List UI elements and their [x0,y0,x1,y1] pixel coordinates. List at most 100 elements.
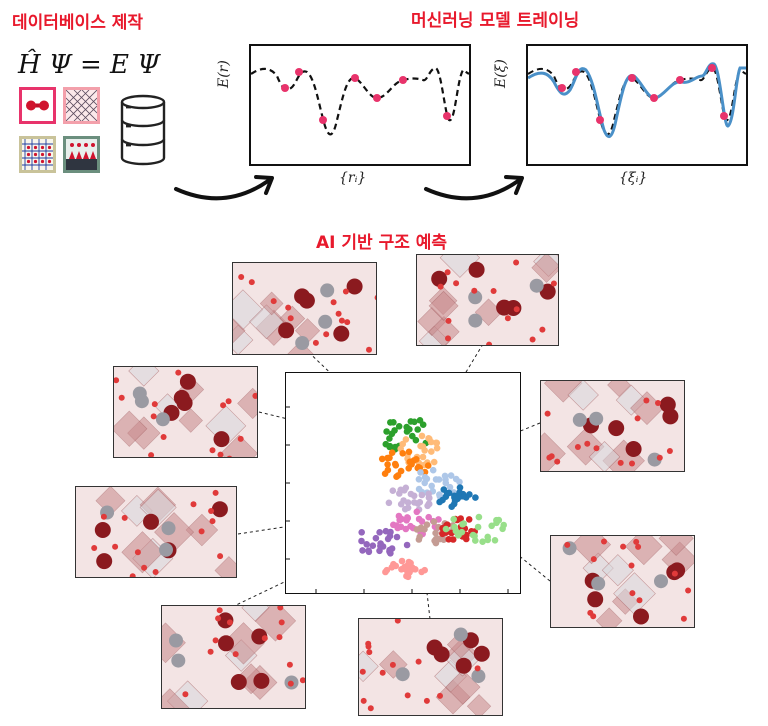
atom-oxygen [182,691,189,698]
atom-large [433,646,450,663]
scatter-point-green [386,435,393,442]
scatter-point-purple [358,529,365,536]
atom-large [346,278,363,295]
atom-oxygen [209,518,216,525]
scatter-point-rose [406,569,413,576]
atom-oxygen [635,543,642,550]
scatter-point-pink [403,517,410,524]
scatter-point-rose [405,558,413,566]
scatter-point-blue [448,503,455,510]
atom-oxygen [217,553,224,560]
scatter-point-purple [365,547,372,554]
atom-large [468,261,485,278]
atom-gray [654,574,668,589]
atom-oxygen [628,562,635,569]
molecule-thumb [19,87,56,124]
atom-oxygen [404,692,411,699]
scatter-point-brown [432,535,440,543]
atom-oxygen [504,315,511,322]
scatter-point-green [403,428,411,435]
atom-gray [320,283,335,298]
plot-right-xlabel: {ξᵢ} [619,170,648,186]
atom-oxygen [490,288,497,294]
scatter-point-light-blue [421,473,429,481]
scatter-point-green [409,432,416,440]
scatter-point-blue [443,490,451,497]
atom-oxygen [474,665,481,672]
atom-oxygen [91,545,98,551]
atom-oxygen [365,643,372,650]
scatter-point-light-green [474,523,482,531]
scatter-point-orange [381,470,389,477]
atom-large [608,420,625,437]
scatter-point-purple [369,542,377,549]
atom-oxygen [593,445,600,452]
scatter-point-rose [421,566,428,574]
atom-oxygen [270,298,277,305]
atom-gray [318,314,333,329]
scatter-point-pink [413,508,421,516]
scatter-point-light-purple [411,499,418,506]
atom-gray [155,412,170,427]
atom-large [496,299,513,316]
atom-oxygen [655,400,661,406]
scatter-point-light-purple [426,494,433,502]
atom-oxygen [121,514,128,521]
atom-gray [529,278,544,293]
scatter-point-orange [378,455,386,463]
scatter-point-pink [407,522,414,530]
atom-oxygen [216,607,223,614]
crystal-structure-5 [75,486,237,578]
atom-oxygen [574,444,581,450]
database-icon [118,94,168,170]
atom-oxygen [680,615,687,622]
scatter-point-blue [451,497,459,504]
layered-thumb [63,136,100,173]
atom-oxygen [550,280,557,287]
scatter-point-blue [459,493,467,500]
atom-oxygen [423,697,430,704]
atom-oxygen [366,649,373,656]
atom-oxygen [238,274,245,280]
atom-oxygen [437,692,443,699]
atom-oxygen [544,410,551,417]
crystal-structure-8 [358,618,503,716]
scatter-plot [285,372,521,594]
atom-gray [572,412,587,427]
atom-oxygen [150,413,157,420]
atom-oxygen [190,501,197,508]
atom-oxygen [584,440,591,447]
scatter-point-purple [387,550,394,557]
scatter-point-green [411,418,418,426]
schrodinger-equation: Ĥ Ψ = E Ψ [18,50,161,80]
atom-oxygen [312,339,319,346]
scatter-point-dark-red [449,536,457,543]
scatter-point-light-orange [418,432,426,440]
arrow-to-fit [424,175,524,201]
atom-oxygen [141,564,148,571]
atom-oxygen [344,319,351,326]
scatter-point-light-orange [433,444,441,452]
atom-oxygen [277,606,284,611]
atom-gray [161,521,176,536]
scatter-point-light-green [454,532,462,539]
scatter-point-purple [372,534,380,542]
atom-large [431,270,448,287]
atom-oxygen [232,651,239,658]
atom-oxygen [212,637,219,644]
scatter-point-green [419,421,427,428]
scatter-point-light-blue [417,469,424,476]
atom-oxygen [225,398,232,405]
atom-oxygen [276,634,283,641]
atom-oxygen [299,677,305,684]
scatter-point-light-purple [396,490,403,497]
atom-oxygen [335,310,342,317]
atom-oxygen [252,392,257,399]
scatter-point-light-purple [424,502,431,510]
scatter-point-light-green [450,515,457,523]
atom-gray [159,542,173,557]
atom-oxygen [671,570,678,577]
atom-oxygen [634,415,641,422]
atom-oxygen [226,619,233,626]
scatter-point-purple [403,541,411,549]
